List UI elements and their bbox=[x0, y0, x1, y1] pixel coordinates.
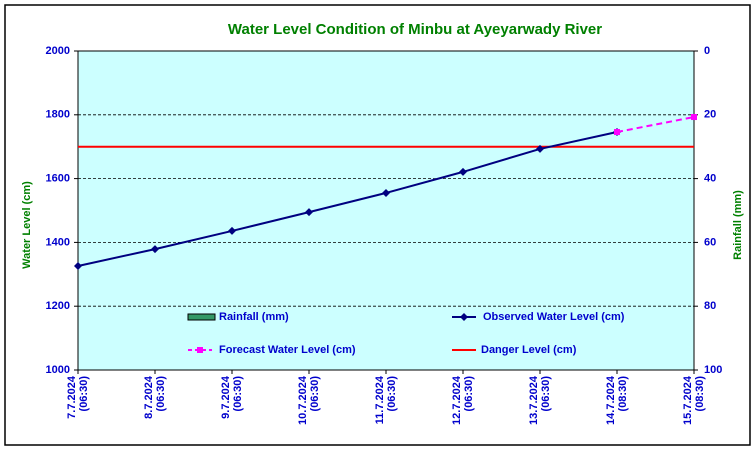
marker bbox=[536, 144, 544, 153]
marker bbox=[305, 208, 313, 217]
y-tick-label: 2000 bbox=[46, 45, 70, 57]
series-line bbox=[77, 131, 618, 267]
y2-tick-label: 60 bbox=[704, 236, 716, 248]
y2-axis-label: Rainfall (mm) bbox=[732, 190, 744, 260]
marker bbox=[459, 167, 467, 176]
y-tick-label: 1600 bbox=[46, 173, 70, 185]
legend-label: Danger Level (cm) bbox=[481, 344, 577, 356]
legend-label: Rainfall (mm) bbox=[219, 311, 289, 323]
legend-label: Forecast Water Level (cm) bbox=[219, 344, 356, 356]
marker bbox=[74, 262, 82, 271]
series-line bbox=[616, 116, 695, 134]
x-tick-label: 10.7.2024(06:30) bbox=[297, 375, 321, 425]
y-tick-label: 1200 bbox=[46, 300, 70, 312]
legend-label: Observed Water Level (cm) bbox=[483, 311, 625, 323]
y2-tick-label: 0 bbox=[704, 45, 710, 57]
y-tick-label: 1400 bbox=[46, 236, 70, 248]
y-tick-label: 1800 bbox=[46, 109, 70, 121]
marker bbox=[228, 226, 236, 235]
y2-tick-label: 40 bbox=[704, 173, 716, 185]
plot-area bbox=[77, 50, 695, 371]
y2-tick-label: 80 bbox=[704, 300, 716, 312]
marker bbox=[382, 188, 390, 197]
legend-swatch bbox=[187, 313, 216, 321]
marker bbox=[614, 129, 620, 136]
y-axis-label: Water Level (cm) bbox=[21, 181, 33, 269]
chart-title: Water Level Condition of Minbu at Ayeyar… bbox=[228, 21, 602, 38]
y2-tick-label: 20 bbox=[704, 109, 716, 121]
x-tick-label: 14.7.2024(08:30) bbox=[605, 375, 629, 425]
y2-tick-label: 100 bbox=[704, 364, 722, 376]
x-tick-label: 15.7.2024(08:30) bbox=[682, 375, 706, 425]
legend-marker bbox=[460, 313, 468, 321]
x-tick-label: 13.7.2024(06:30) bbox=[528, 375, 552, 425]
marker bbox=[691, 114, 697, 121]
x-tick-label: 11.7.2024(06:30) bbox=[374, 375, 398, 424]
x-tick-label: 8.7.2024(06:30) bbox=[143, 375, 167, 419]
y-tick-label: 1000 bbox=[46, 364, 70, 376]
x-tick-label: 9.7.2024(06:30) bbox=[220, 375, 244, 419]
x-tick-label: 12.7.2024(06:30) bbox=[451, 375, 475, 425]
legend-marker bbox=[197, 347, 203, 353]
marker bbox=[151, 245, 159, 254]
x-tick-label: 7.7.2024(06:30) bbox=[66, 375, 90, 419]
